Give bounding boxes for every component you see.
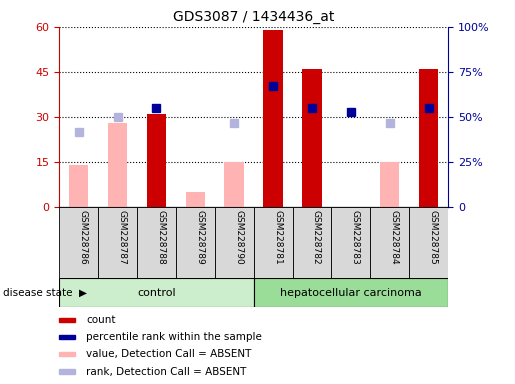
Bar (59, 318, 75, 322)
Text: GSM228786: GSM228786 (79, 210, 88, 265)
Bar (98, 207, 137, 278)
Bar (253, 278, 448, 307)
Text: GSM228782: GSM228782 (312, 210, 321, 265)
Text: GSM228788: GSM228788 (157, 210, 165, 265)
Bar (409, 207, 448, 278)
Bar (147, 114, 166, 207)
Bar (176, 207, 215, 278)
Bar (185, 192, 205, 207)
Text: disease state  ▶: disease state ▶ (3, 288, 87, 298)
Text: count: count (87, 314, 116, 325)
Text: control: control (137, 288, 176, 298)
Bar (253, 207, 293, 278)
Bar (293, 207, 332, 278)
Bar (419, 69, 438, 207)
Text: GSM228789: GSM228789 (195, 210, 204, 265)
Text: value, Detection Call = ABSENT: value, Detection Call = ABSENT (87, 349, 252, 359)
Bar (225, 162, 244, 207)
Title: GDS3087 / 1434436_at: GDS3087 / 1434436_at (173, 10, 334, 25)
Text: GSM228785: GSM228785 (428, 210, 438, 265)
Bar (263, 30, 283, 207)
Text: percentile rank within the sample: percentile rank within the sample (87, 332, 262, 342)
Bar (215, 207, 253, 278)
Bar (137, 207, 176, 278)
Bar (59, 352, 75, 356)
Text: GSM228783: GSM228783 (351, 210, 360, 265)
Bar (332, 207, 370, 278)
Text: GSM228787: GSM228787 (117, 210, 127, 265)
Text: rank, Detection Call = ABSENT: rank, Detection Call = ABSENT (87, 366, 247, 377)
Bar (59, 335, 75, 339)
Bar (59, 278, 253, 307)
Bar (302, 69, 322, 207)
Bar (69, 165, 89, 207)
Bar (370, 207, 409, 278)
Bar (108, 123, 127, 207)
Text: hepatocellular carcinoma: hepatocellular carcinoma (280, 288, 422, 298)
Text: GSM228784: GSM228784 (390, 210, 399, 265)
Bar (59, 369, 75, 374)
Bar (380, 162, 400, 207)
Text: GSM228790: GSM228790 (234, 210, 243, 265)
Bar (59, 207, 98, 278)
Text: GSM228781: GSM228781 (273, 210, 282, 265)
